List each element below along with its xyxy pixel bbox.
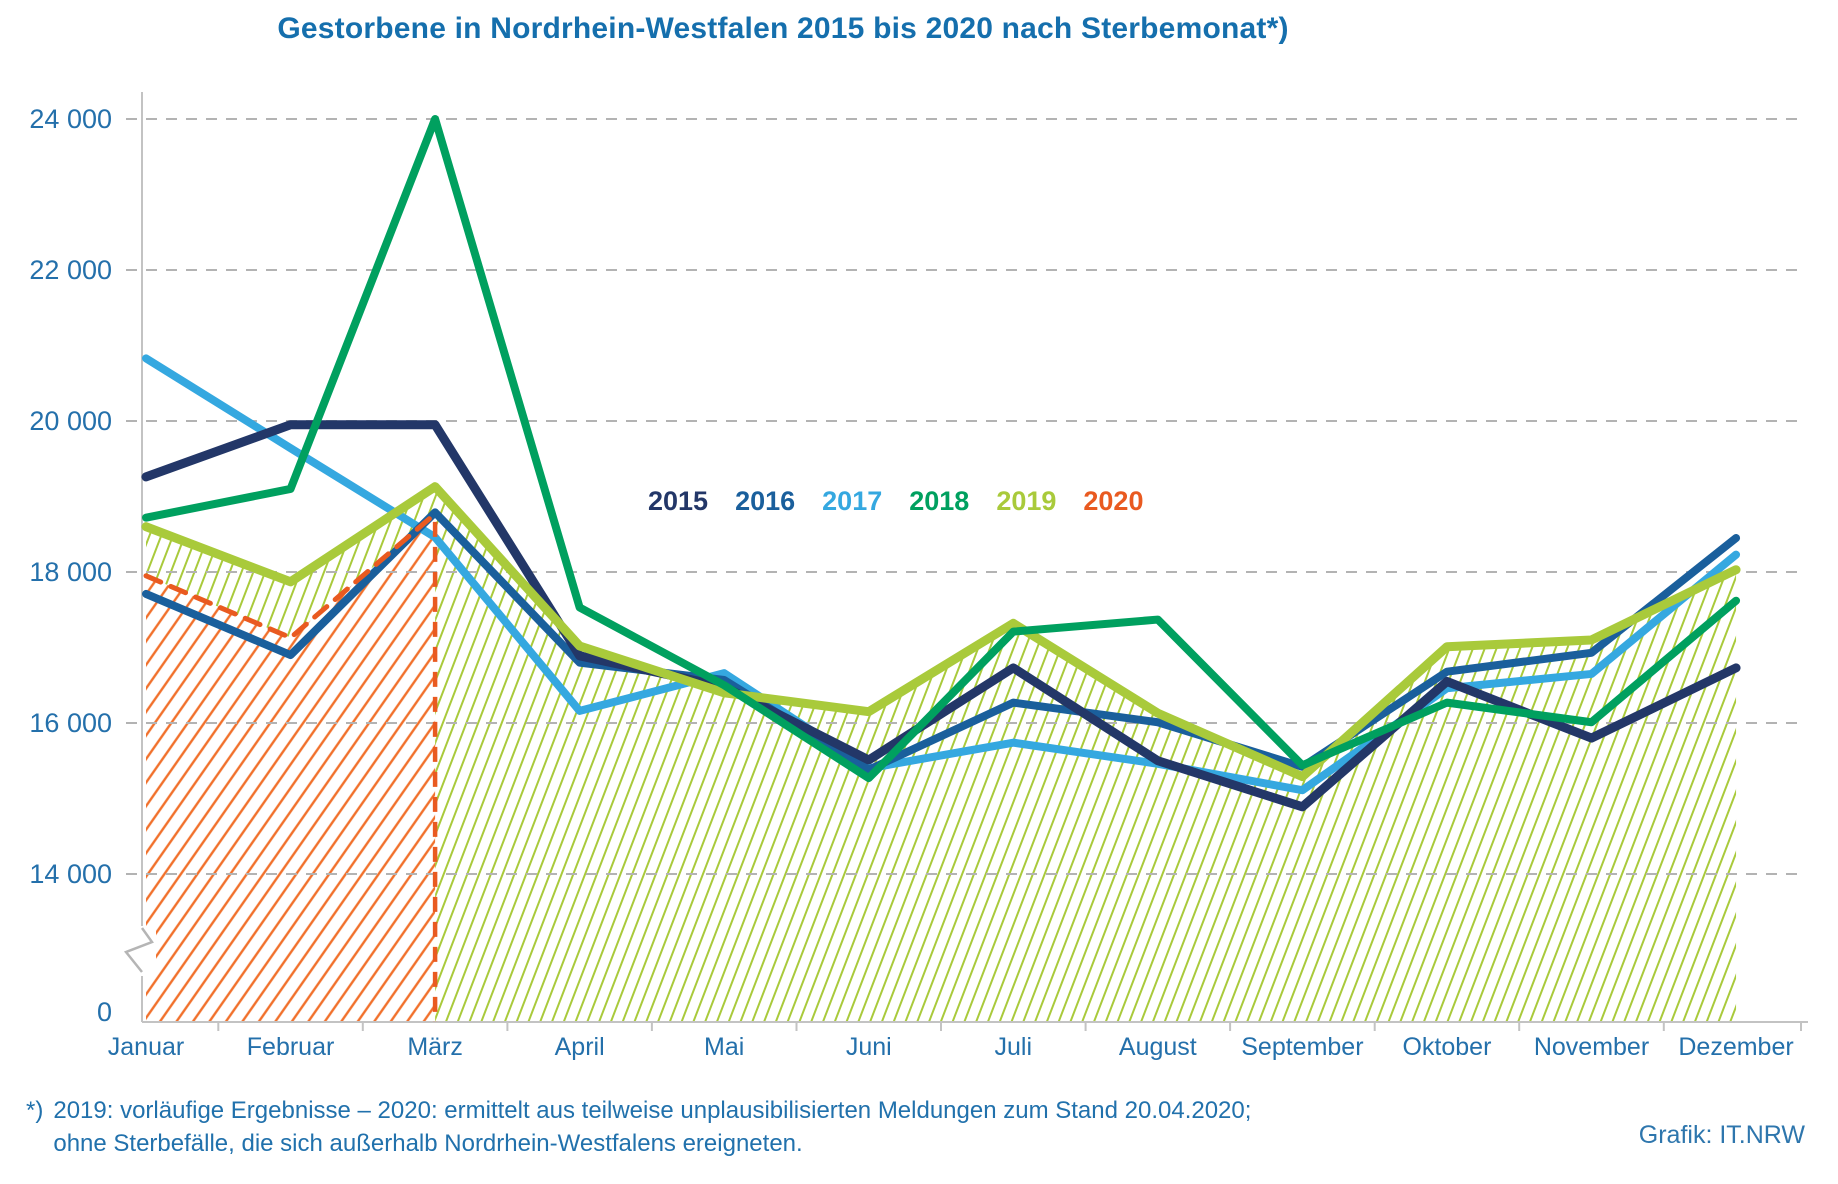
x-tick-label: September <box>1241 1033 1364 1061</box>
y-tick-label: 0 <box>96 997 112 1027</box>
line-2018 <box>142 115 1741 783</box>
y-tick-label: 24 000 <box>29 104 112 134</box>
x-tick-label: Juli <box>994 1033 1033 1061</box>
x-tick-label: April <box>554 1033 605 1061</box>
line-2015 <box>141 420 1741 812</box>
x-tick-label: Januar <box>107 1033 185 1061</box>
y-tick-label: 22 000 <box>29 255 112 285</box>
area-2020-hatch <box>146 513 436 1022</box>
legend-item-2017: 2017 <box>822 486 883 516</box>
footnote-line-2: ohne Sterbefälle, die sich außerhalb Nor… <box>53 1130 803 1157</box>
y-tick-label: 16 000 <box>29 708 112 738</box>
x-tick-label: März <box>407 1033 463 1061</box>
legend-item-2018: 2018 <box>909 486 970 516</box>
y-tick-label: 14 000 <box>29 859 112 889</box>
gridlines <box>126 118 1806 875</box>
legend-item-2016: 2016 <box>735 486 796 516</box>
chart-title: Gestorbene in Nordrhein-Westfalen 2015 b… <box>277 12 1289 45</box>
y-tick-label: 20 000 <box>29 406 112 436</box>
footnote-text: 2019: vorläufige Ergebnisse – 2020: ermi… <box>53 1094 1251 1160</box>
x-tick-label: Oktober <box>1402 1033 1492 1061</box>
x-tick-label: Juni <box>845 1033 892 1061</box>
footnote-marker: *) <box>26 1097 44 1124</box>
credit: Grafik: IT.NRW <box>1638 1121 1805 1149</box>
footnote-line-1: 2019: vorläufige Ergebnisse – 2020: ermi… <box>53 1097 1252 1124</box>
footnote: *) 2019: vorläufige Ergebnisse – 2020: e… <box>26 1094 1251 1160</box>
axis-break-icon <box>123 926 156 976</box>
x-tick-label: November <box>1533 1033 1650 1061</box>
line-2017 <box>142 354 1741 795</box>
x-tick-label: Februar <box>246 1033 335 1061</box>
legend-item-2020: 2020 <box>1083 486 1144 516</box>
legend-item-2019: 2019 <box>996 486 1057 516</box>
line-2020 <box>143 511 438 641</box>
axes <box>141 92 1808 1031</box>
y-tick-label: 18 000 <box>29 557 112 587</box>
legend-item-2015: 2015 <box>648 486 709 516</box>
x-tick-label: Dezember <box>1678 1033 1794 1061</box>
x-tick-label: August <box>1118 1033 1197 1061</box>
x-tick-label: Mai <box>704 1033 745 1061</box>
chart-legend: 2015 2016 2017 2018 2019 2020 <box>648 486 1143 517</box>
line-2019 <box>141 482 1741 782</box>
